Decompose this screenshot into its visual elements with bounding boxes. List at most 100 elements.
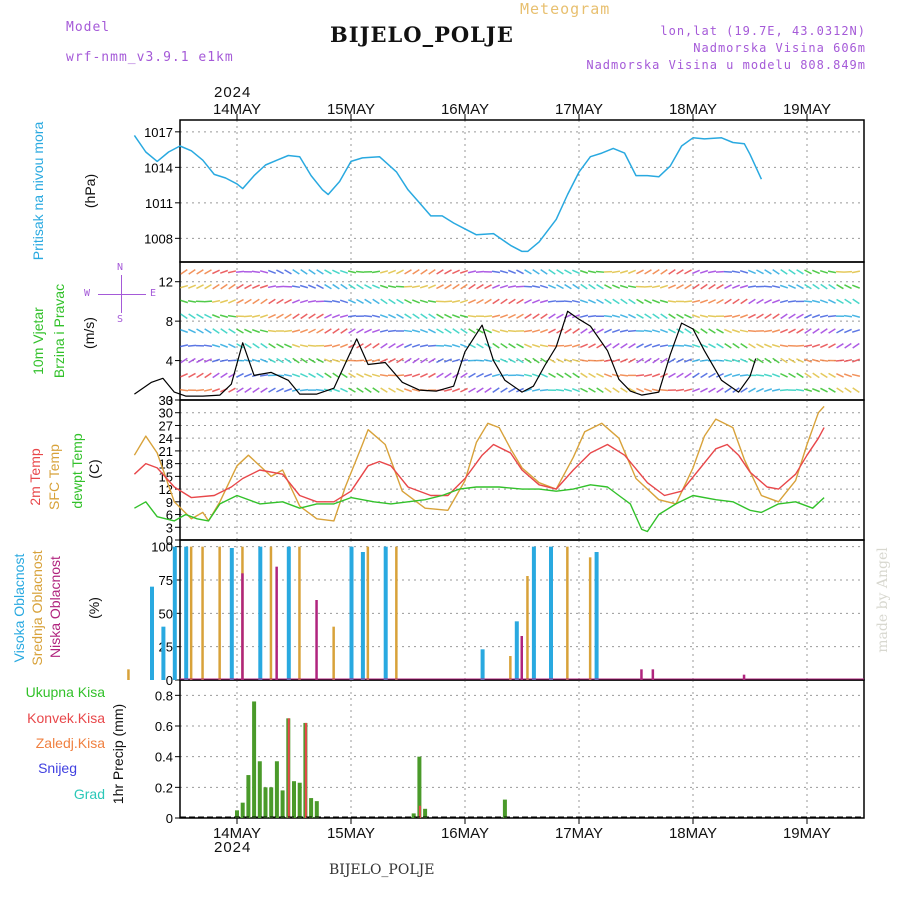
wind-arrow: [740, 342, 748, 349]
wind-arrow: [611, 373, 621, 378]
wind-arrow: [660, 268, 668, 275]
wind-arrow: [620, 358, 628, 363]
wind-arrow: [396, 387, 404, 393]
wind-arrow: [628, 343, 636, 349]
wind-arrow: [251, 328, 261, 334]
temp-tick-label: 30: [159, 406, 173, 421]
wind-arrow: [284, 343, 292, 349]
wind-arrow: [499, 270, 509, 274]
wind-arrow: [683, 300, 693, 303]
wind-arrow: [523, 285, 533, 288]
wind-arrow: [804, 372, 812, 379]
wind-arrow: [308, 357, 316, 364]
wind-arrow: [804, 269, 812, 275]
wind-arrow: [643, 388, 653, 393]
wind-arrow: [660, 357, 668, 364]
wind-arrow: [795, 388, 805, 392]
wind-arrow: [596, 328, 604, 334]
wind-arrow: [692, 387, 700, 393]
wind-arrow: [244, 373, 252, 378]
wind-arrow: [683, 388, 693, 392]
wind-arrow: [707, 270, 717, 274]
cloud-bar: [549, 546, 553, 680]
wind-arrow: [339, 269, 349, 274]
wind-arrow: [596, 298, 604, 305]
wind-arrow: [308, 284, 316, 289]
wind-arrow: [492, 298, 500, 305]
wind-arrow: [612, 298, 620, 305]
wind-arrow: [196, 313, 204, 319]
wind-arrow: [748, 387, 756, 393]
wind-arrow: [556, 372, 564, 379]
wind-arrow: [564, 372, 572, 379]
wind-arrow: [372, 284, 380, 289]
wind-arrow: [404, 343, 412, 349]
wind-arrow: [732, 342, 740, 349]
wind-arrow: [652, 357, 660, 364]
wind-arrow: [395, 374, 405, 377]
wind-tick-label: 0: [166, 393, 173, 408]
wind-arrow: [236, 387, 244, 393]
sfc-temp-line: [133, 405, 825, 522]
wind-arrow: [259, 329, 269, 333]
wind-arrow: [571, 299, 581, 304]
wind-arrow: [500, 358, 508, 363]
wind-arrow: [588, 372, 596, 379]
wind-arrow: [611, 329, 621, 333]
wind-arrow: [636, 357, 644, 364]
wind-arrow: [739, 329, 749, 333]
precip-total-bar: [314, 801, 319, 818]
wind-arrow: [388, 343, 396, 349]
wind-arrow: [796, 328, 804, 334]
wind-arrow: [644, 343, 652, 349]
wind-arrow: [651, 343, 661, 348]
wind-arrow: [204, 372, 212, 379]
wind-arrow: [828, 328, 836, 334]
wind-arrow: [476, 343, 484, 349]
wind-arrow: [796, 358, 804, 364]
wind-arrow: [219, 269, 229, 274]
wind-arrow: [204, 328, 212, 334]
year-label-bottom: 2024: [214, 839, 252, 856]
wind-arrow: [779, 299, 789, 304]
precip-total-bar: [257, 761, 262, 818]
wind-arrow: [628, 313, 636, 319]
wind-arrow: [612, 387, 620, 394]
wind-arrow: [268, 387, 276, 393]
wind-arrow: [684, 372, 692, 379]
wind-arrow: [323, 344, 333, 348]
cloud-bar: [269, 546, 273, 680]
wind-arrow: [324, 283, 332, 290]
wind-arrow: [267, 285, 277, 289]
wind-arrow: [484, 387, 492, 394]
cloud-bar: [480, 649, 485, 680]
wind-arrow: [228, 299, 236, 304]
cloud-bar: [509, 656, 512, 680]
wind-arrow: [428, 268, 436, 275]
wind-arrow: [379, 314, 389, 319]
wind-arrow: [396, 343, 404, 349]
wind-arrow: [380, 387, 388, 393]
wind-arrow: [259, 373, 269, 377]
wind-arrow: [756, 387, 764, 393]
wind-arrow: [380, 342, 388, 349]
wind-arrow: [851, 373, 861, 378]
wind-arrow: [500, 387, 508, 393]
wind-arrow: [708, 343, 716, 349]
pressure-tick-label: 1008: [144, 231, 173, 246]
wind-arrow: [452, 283, 460, 290]
wind-arrow: [644, 357, 652, 364]
wind-arrow: [291, 373, 301, 378]
wind-arrow: [764, 357, 772, 364]
wind-arrow: [316, 313, 324, 319]
wind-arrow: [412, 299, 420, 304]
meteogram-label: Meteogram: [520, 0, 611, 18]
cloud-tick-label: 75: [159, 573, 173, 588]
wind-arrow: [539, 284, 549, 289]
wind-arrow: [676, 313, 684, 319]
wind-arrow: [411, 388, 421, 392]
wind-arrow: [548, 284, 556, 289]
wind-arrow: [579, 269, 589, 274]
wind-arrow: [300, 357, 308, 364]
wind-arrow: [508, 387, 516, 393]
